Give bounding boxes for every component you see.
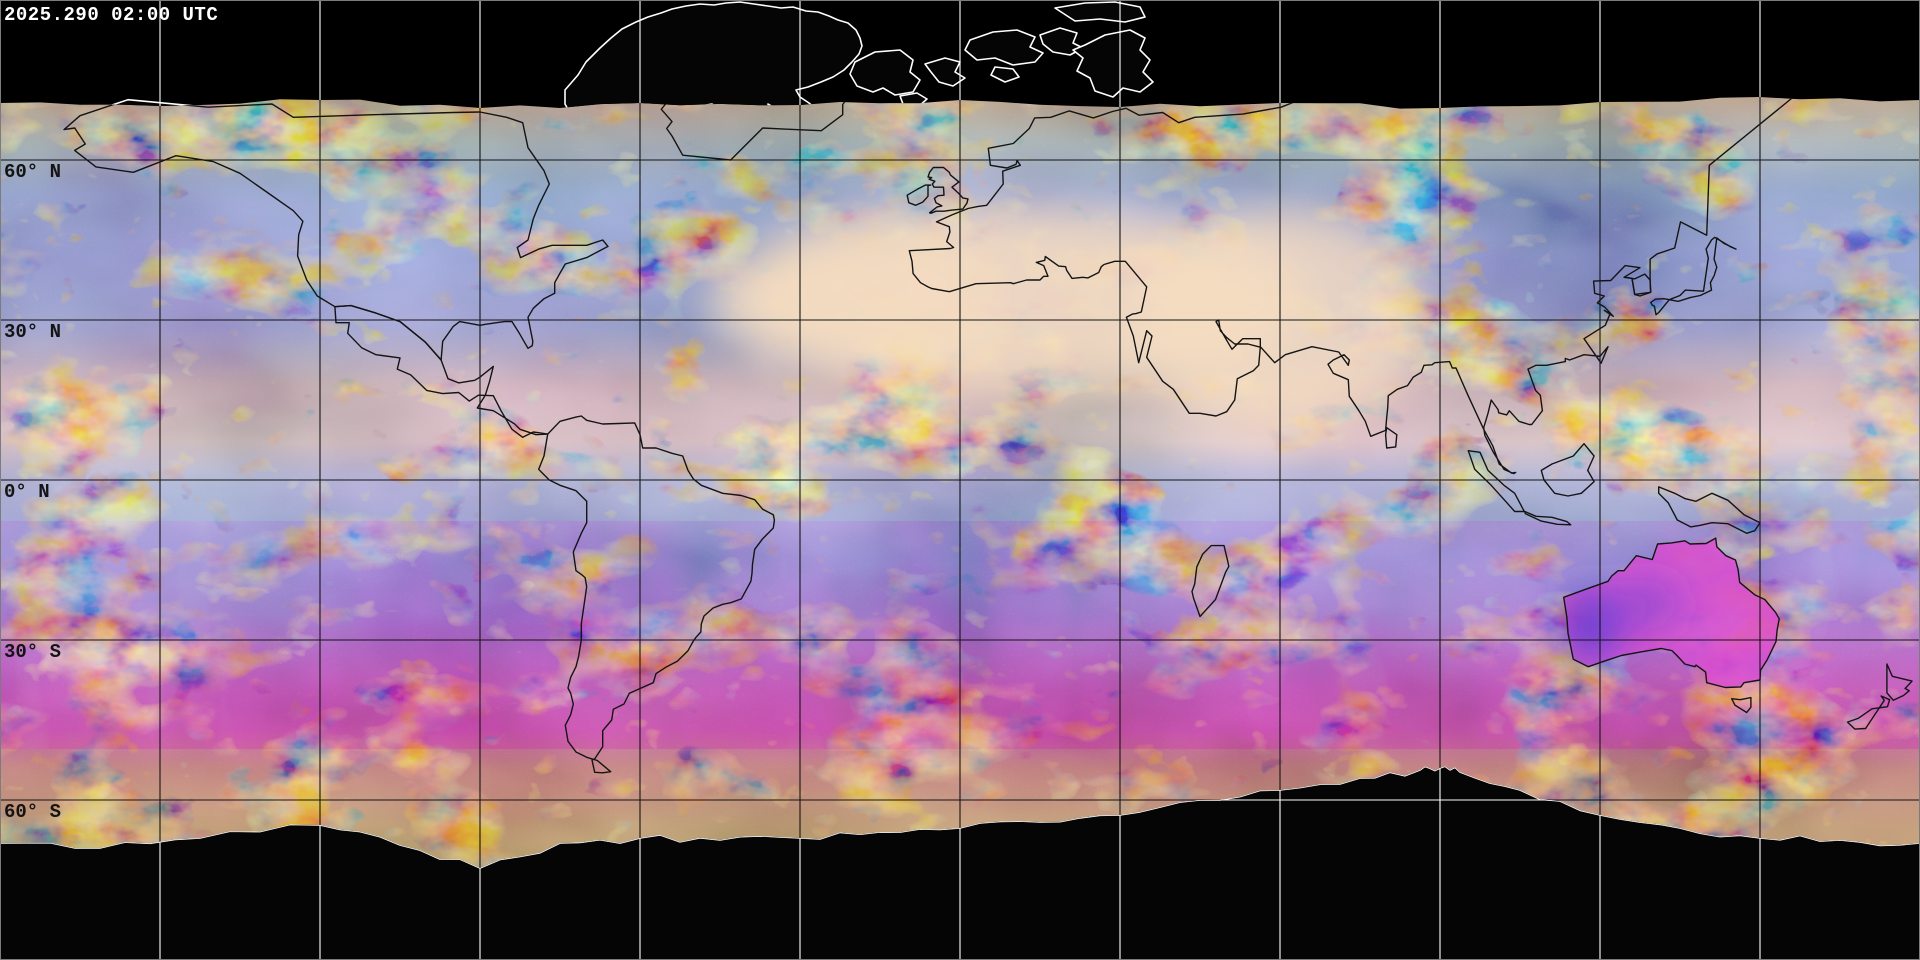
svg-text:60° S: 60° S — [4, 801, 61, 823]
svg-text:60° N: 60° N — [4, 161, 61, 183]
svg-text:0° N: 0° N — [4, 481, 50, 503]
svg-text:30° S: 30° S — [4, 641, 61, 663]
svg-text:30° N: 30° N — [4, 321, 61, 343]
svg-text:2025.290 02:00 UTC: 2025.290 02:00 UTC — [4, 4, 218, 26]
